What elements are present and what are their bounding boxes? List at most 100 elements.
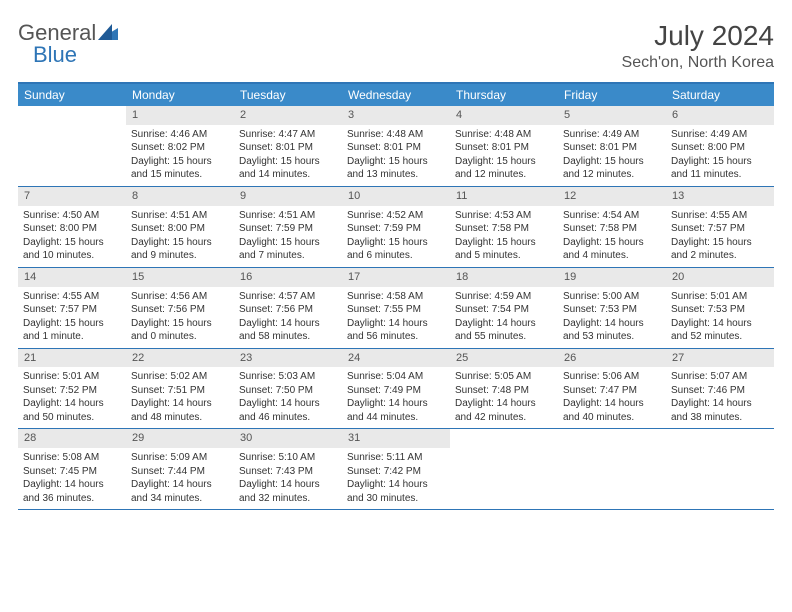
title-block: July 2024 Sech'on, North Korea <box>622 20 774 72</box>
calendar-day: 27Sunrise: 5:07 AMSunset: 7:46 PMDayligh… <box>666 349 774 429</box>
daylight-line-2: and 7 minutes. <box>239 249 337 263</box>
daylight-line-2: and 52 minutes. <box>671 330 769 344</box>
sunset-line: Sunset: 8:01 PM <box>347 141 445 155</box>
daylight-line-1: Daylight: 15 hours <box>131 236 229 250</box>
daylight-line-1: Daylight: 14 hours <box>347 317 445 331</box>
day-details: Sunrise: 5:07 AMSunset: 7:46 PMDaylight:… <box>666 367 774 428</box>
day-details: Sunrise: 5:11 AMSunset: 7:42 PMDaylight:… <box>342 448 450 509</box>
calendar-day: 25Sunrise: 5:05 AMSunset: 7:48 PMDayligh… <box>450 349 558 429</box>
daylight-line-1: Daylight: 15 hours <box>131 317 229 331</box>
daylight-line-2: and 50 minutes. <box>23 411 121 425</box>
daylight-line-2: and 6 minutes. <box>347 249 445 263</box>
calendar-day: 14Sunrise: 4:55 AMSunset: 7:57 PMDayligh… <box>18 268 126 348</box>
daylight-line-1: Daylight: 15 hours <box>347 236 445 250</box>
sunrise-line: Sunrise: 4:53 AM <box>455 209 553 223</box>
calendar-day <box>450 429 558 509</box>
sunset-line: Sunset: 8:00 PM <box>23 222 121 236</box>
weekday-header: Friday <box>558 84 666 106</box>
daylight-line-2: and 56 minutes. <box>347 330 445 344</box>
day-number: 7 <box>18 187 126 206</box>
sunrise-line: Sunrise: 5:08 AM <box>23 451 121 465</box>
daylight-line-2: and 55 minutes. <box>455 330 553 344</box>
calendar-day: 2Sunrise: 4:47 AMSunset: 8:01 PMDaylight… <box>234 106 342 186</box>
calendar-day: 1Sunrise: 4:46 AMSunset: 8:02 PMDaylight… <box>126 106 234 186</box>
calendar-day: 26Sunrise: 5:06 AMSunset: 7:47 PMDayligh… <box>558 349 666 429</box>
day-details: Sunrise: 4:49 AMSunset: 8:00 PMDaylight:… <box>666 125 774 186</box>
day-number: 13 <box>666 187 774 206</box>
daylight-line-2: and 5 minutes. <box>455 249 553 263</box>
weekday-header: Tuesday <box>234 84 342 106</box>
day-number: 4 <box>450 106 558 125</box>
sunrise-line: Sunrise: 4:56 AM <box>131 290 229 304</box>
sunrise-line: Sunrise: 5:00 AM <box>563 290 661 304</box>
day-details: Sunrise: 5:01 AMSunset: 7:52 PMDaylight:… <box>18 367 126 428</box>
calendar-day <box>558 429 666 509</box>
day-number: 27 <box>666 349 774 368</box>
day-details: Sunrise: 4:48 AMSunset: 8:01 PMDaylight:… <box>342 125 450 186</box>
day-number: 16 <box>234 268 342 287</box>
sunset-line: Sunset: 7:56 PM <box>131 303 229 317</box>
day-details: Sunrise: 5:02 AMSunset: 7:51 PMDaylight:… <box>126 367 234 428</box>
sunset-line: Sunset: 7:53 PM <box>563 303 661 317</box>
sunrise-line: Sunrise: 4:51 AM <box>239 209 337 223</box>
sunset-line: Sunset: 7:52 PM <box>23 384 121 398</box>
sunset-line: Sunset: 8:02 PM <box>131 141 229 155</box>
calendar-day: 17Sunrise: 4:58 AMSunset: 7:55 PMDayligh… <box>342 268 450 348</box>
daylight-line-2: and 48 minutes. <box>131 411 229 425</box>
day-number: 25 <box>450 349 558 368</box>
sunset-line: Sunset: 7:46 PM <box>671 384 769 398</box>
sunset-line: Sunset: 7:51 PM <box>131 384 229 398</box>
day-number: 17 <box>342 268 450 287</box>
sunrise-line: Sunrise: 5:10 AM <box>239 451 337 465</box>
logo-text-blue: Blue <box>33 42 77 68</box>
sunrise-line: Sunrise: 5:11 AM <box>347 451 445 465</box>
day-number: 26 <box>558 349 666 368</box>
sunrise-line: Sunrise: 4:51 AM <box>131 209 229 223</box>
daylight-line-2: and 30 minutes. <box>347 492 445 506</box>
calendar-day: 30Sunrise: 5:10 AMSunset: 7:43 PMDayligh… <box>234 429 342 509</box>
sunset-line: Sunset: 7:45 PM <box>23 465 121 479</box>
daylight-line-1: Daylight: 15 hours <box>671 236 769 250</box>
calendar-day: 5Sunrise: 4:49 AMSunset: 8:01 PMDaylight… <box>558 106 666 186</box>
sunset-line: Sunset: 7:42 PM <box>347 465 445 479</box>
sunrise-line: Sunrise: 5:03 AM <box>239 370 337 384</box>
calendar-day: 24Sunrise: 5:04 AMSunset: 7:49 PMDayligh… <box>342 349 450 429</box>
calendar-day: 8Sunrise: 4:51 AMSunset: 8:00 PMDaylight… <box>126 187 234 267</box>
day-details: Sunrise: 5:09 AMSunset: 7:44 PMDaylight:… <box>126 448 234 509</box>
calendar-day: 28Sunrise: 5:08 AMSunset: 7:45 PMDayligh… <box>18 429 126 509</box>
calendar-day: 15Sunrise: 4:56 AMSunset: 7:56 PMDayligh… <box>126 268 234 348</box>
daylight-line-2: and 42 minutes. <box>455 411 553 425</box>
weekday-header-row: SundayMondayTuesdayWednesdayThursdayFrid… <box>18 84 774 106</box>
daylight-line-1: Daylight: 14 hours <box>239 317 337 331</box>
daylight-line-2: and 9 minutes. <box>131 249 229 263</box>
location: Sech'on, North Korea <box>622 54 774 72</box>
month-title: July 2024 <box>622 20 774 52</box>
calendar-day: 3Sunrise: 4:48 AMSunset: 8:01 PMDaylight… <box>342 106 450 186</box>
daylight-line-2: and 2 minutes. <box>671 249 769 263</box>
weekday-header: Wednesday <box>342 84 450 106</box>
calendar-day: 12Sunrise: 4:54 AMSunset: 7:58 PMDayligh… <box>558 187 666 267</box>
sunset-line: Sunset: 7:59 PM <box>239 222 337 236</box>
sunset-line: Sunset: 7:49 PM <box>347 384 445 398</box>
day-number: 29 <box>126 429 234 448</box>
daylight-line-2: and 34 minutes. <box>131 492 229 506</box>
daylight-line-2: and 44 minutes. <box>347 411 445 425</box>
sunrise-line: Sunrise: 4:46 AM <box>131 128 229 142</box>
day-number: 10 <box>342 187 450 206</box>
sunrise-line: Sunrise: 5:06 AM <box>563 370 661 384</box>
logo-triangle-icon <box>98 20 118 46</box>
sunrise-line: Sunrise: 5:01 AM <box>671 290 769 304</box>
sunset-line: Sunset: 7:54 PM <box>455 303 553 317</box>
daylight-line-1: Daylight: 14 hours <box>239 397 337 411</box>
calendar-day: 9Sunrise: 4:51 AMSunset: 7:59 PMDaylight… <box>234 187 342 267</box>
sunset-line: Sunset: 8:01 PM <box>455 141 553 155</box>
daylight-line-1: Daylight: 14 hours <box>563 317 661 331</box>
calendar-week: 14Sunrise: 4:55 AMSunset: 7:57 PMDayligh… <box>18 268 774 349</box>
daylight-line-1: Daylight: 14 hours <box>455 397 553 411</box>
daylight-line-2: and 38 minutes. <box>671 411 769 425</box>
day-details: Sunrise: 4:47 AMSunset: 8:01 PMDaylight:… <box>234 125 342 186</box>
calendar-day: 10Sunrise: 4:52 AMSunset: 7:59 PMDayligh… <box>342 187 450 267</box>
daylight-line-2: and 0 minutes. <box>131 330 229 344</box>
daylight-line-1: Daylight: 14 hours <box>23 478 121 492</box>
calendar-week: 28Sunrise: 5:08 AMSunset: 7:45 PMDayligh… <box>18 429 774 510</box>
